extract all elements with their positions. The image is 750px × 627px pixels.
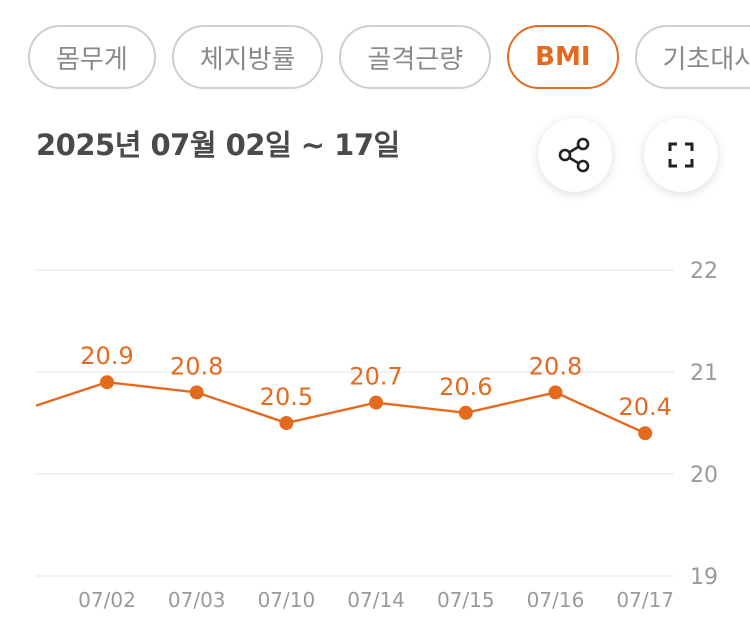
data-point — [279, 416, 294, 430]
x-tick-label: 07/02 — [78, 588, 136, 612]
data-value-label: 20.7 — [349, 363, 402, 391]
x-tick-label: 07/10 — [258, 588, 316, 612]
data-value-label: 20.8 — [170, 352, 223, 380]
data-value-label: 20.8 — [529, 352, 582, 380]
data-point — [638, 426, 653, 441]
data-value-label: 20.4 — [618, 393, 671, 421]
y-tick-label: 20 — [690, 463, 718, 488]
data-point — [458, 405, 473, 420]
date-range: 2025년 07월 02일 ~ 17일 — [36, 128, 400, 162]
tab-basal-metabolism[interactable]: 기초대사 — [634, 25, 750, 89]
y-tick-label: 19 — [690, 565, 718, 590]
x-tick-label: 07/17 — [616, 588, 674, 612]
series-line — [35, 380, 646, 435]
share-icon — [558, 137, 590, 173]
data-value-label: 20.5 — [260, 383, 313, 411]
y-tick-label: 21 — [690, 361, 718, 386]
y-tick-label: 22 — [690, 259, 718, 284]
data-point — [548, 385, 563, 400]
share-button[interactable] — [538, 118, 612, 192]
metric-tabs: 몸무게 체지방률 골격근량 BMI 기초대사 — [28, 25, 750, 89]
data-value-label: 20.9 — [80, 342, 133, 370]
x-tick-label: 07/16 — [527, 588, 585, 612]
tab-weight[interactable]: 몸무게 — [28, 25, 156, 89]
fullscreen-icon — [668, 142, 694, 168]
data-point — [369, 395, 384, 410]
fullscreen-button[interactable] — [644, 118, 718, 192]
x-tick-label: 07/03 — [168, 588, 226, 612]
tab-body-fat[interactable]: 체지방률 — [171, 25, 324, 89]
tab-bmi[interactable]: BMI — [507, 25, 619, 89]
x-tick-label: 07/15 — [437, 588, 495, 612]
data-value-label: 20.6 — [439, 373, 492, 401]
data-point — [100, 375, 114, 390]
tab-muscle-mass[interactable]: 골격근량 — [339, 25, 492, 89]
x-tick-label: 07/14 — [347, 588, 405, 612]
data-point — [189, 385, 204, 400]
